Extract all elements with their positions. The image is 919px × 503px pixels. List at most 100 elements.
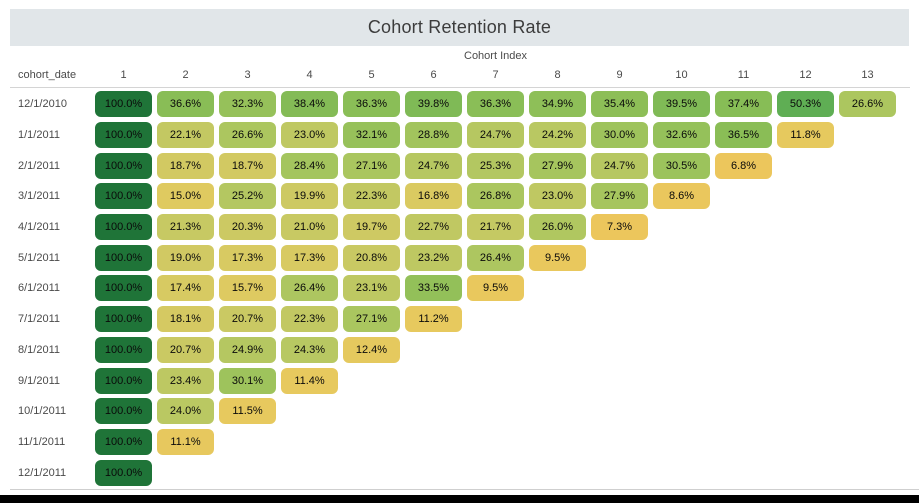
row-label: 12/1/2011 [18,466,67,479]
heatmap-cell[interactable]: 100.0% [95,244,152,271]
heatmap-cell[interactable]: 16.8% [405,183,462,210]
heatmap-cell[interactable]: 27.9% [529,152,586,179]
heatmap-cell[interactable]: 12.4% [343,336,400,363]
heatmap-cell[interactable]: 37.4% [715,91,772,118]
heatmap-cell[interactable]: 9.5% [467,275,524,302]
footer-divider [10,489,919,490]
heatmap-cell[interactable]: 26.0% [529,214,586,241]
heatmap-cell[interactable]: 24.7% [591,152,648,179]
table-row: 11/1/2011 100.0% 11.1% [0,427,919,458]
heatmap-cell[interactable]: 7.3% [591,214,648,241]
heatmap-cell[interactable]: 28.8% [405,122,462,149]
heatmap-cell[interactable]: 30.5% [653,152,710,179]
heatmap-cell[interactable]: 38.4% [281,91,338,118]
heatmap-cell[interactable]: 24.7% [467,122,524,149]
heatmap-cell[interactable]: 19.7% [343,214,400,241]
heatmap-cell[interactable]: 21.3% [157,214,214,241]
table-row: 6/1/2011 100.0% 17.4% 15.7% 26.4% 23.1% 33.5% 9… [0,273,919,304]
heatmap-cell[interactable]: 26.4% [281,275,338,302]
heatmap-cell[interactable]: 100.0% [95,367,152,394]
heatmap-cell[interactable]: 19.0% [157,244,214,271]
heatmap-cell[interactable]: 26.4% [467,244,524,271]
heatmap-cell[interactable]: 23.0% [281,122,338,149]
heatmap-cell[interactable]: 28.4% [281,152,338,179]
heatmap-cell[interactable]: 15.7% [219,275,276,302]
heatmap-cell[interactable]: 36.6% [157,91,214,118]
heatmap-cell[interactable]: 11.5% [219,398,276,425]
heatmap-cell[interactable]: 100.0% [95,459,152,486]
table-row: 9/1/2011 100.0% 23.4% 30.1% 11.4% [0,365,919,396]
heatmap-cell[interactable]: 20.7% [157,336,214,363]
heatmap-cell[interactable]: 24.3% [281,336,338,363]
heatmap-cell[interactable]: 24.0% [157,398,214,425]
heatmap-cell[interactable]: 21.0% [281,214,338,241]
heatmap-cell[interactable]: 100.0% [95,122,152,149]
heatmap-cell[interactable]: 50.3% [777,91,834,118]
heatmap-cell[interactable]: 22.7% [405,214,462,241]
row-label: 7/1/2011 [18,313,61,326]
heatmap-cell[interactable]: 17.3% [281,244,338,271]
heatmap-cell[interactable]: 22.1% [157,122,214,149]
heatmap-cell[interactable]: 17.3% [219,244,276,271]
heatmap-cell[interactable]: 24.7% [405,152,462,179]
heatmap-cell[interactable]: 32.1% [343,122,400,149]
heatmap-cell[interactable]: 100.0% [95,91,152,118]
heatmap-cell[interactable]: 33.5% [405,275,462,302]
heatmap-cell[interactable]: 36.5% [715,122,772,149]
heatmap-cell[interactable]: 20.7% [219,306,276,333]
heatmap-cell[interactable]: 8.6% [653,183,710,210]
heatmap-cell[interactable]: 11.4% [281,367,338,394]
heatmap-cell[interactable]: 6.8% [715,152,772,179]
heatmap-cell[interactable]: 100.0% [95,398,152,425]
heatmap-cell[interactable]: 100.0% [95,275,152,302]
heatmap-cell[interactable]: 25.3% [467,152,524,179]
heatmap-cell[interactable]: 21.7% [467,214,524,241]
heatmap-cell[interactable]: 18.1% [157,306,214,333]
heatmap-cell[interactable]: 23.4% [157,367,214,394]
heatmap-cell[interactable]: 30.1% [219,367,276,394]
heatmap-cell[interactable]: 36.3% [467,91,524,118]
heatmap-cell[interactable]: 32.6% [653,122,710,149]
heatmap-cell[interactable]: 27.1% [343,306,400,333]
heatmap-cell[interactable]: 26.8% [467,183,524,210]
heatmap-cell[interactable]: 22.3% [281,306,338,333]
heatmap-cell[interactable]: 18.7% [219,152,276,179]
heatmap-cell[interactable]: 39.5% [653,91,710,118]
heatmap-cell[interactable]: 30.0% [591,122,648,149]
heatmap-cell[interactable]: 27.1% [343,152,400,179]
heatmap-cell[interactable]: 100.0% [95,428,152,455]
heatmap-cell[interactable]: 19.9% [281,183,338,210]
heatmap-cell[interactable]: 34.9% [529,91,586,118]
heatmap-cell[interactable]: 11.8% [777,122,834,149]
heatmap-cell[interactable]: 26.6% [219,122,276,149]
heatmap-cell[interactable]: 15.0% [157,183,214,210]
heatmap-cell[interactable]: 100.0% [95,152,152,179]
heatmap-cell[interactable]: 36.3% [343,91,400,118]
heatmap-cell[interactable]: 39.8% [405,91,462,118]
heatmap-cell[interactable]: 17.4% [157,275,214,302]
heatmap-cell[interactable]: 11.2% [405,306,462,333]
heatmap-cell[interactable]: 100.0% [95,183,152,210]
heatmap-cell[interactable]: 100.0% [95,336,152,363]
heatmap-cell[interactable]: 23.2% [405,244,462,271]
column-header-row: cohort_date 1 2 3 4 5 6 7 8 9 10 11 12 13 [0,66,919,83]
heatmap-cell[interactable]: 100.0% [95,306,152,333]
heatmap-cell[interactable]: 23.0% [529,183,586,210]
heatmap-cell[interactable]: 22.3% [343,183,400,210]
heatmap-cell[interactable]: 24.9% [219,336,276,363]
heatmap-cell[interactable]: 32.3% [219,91,276,118]
heatmap-cell[interactable]: 100.0% [95,214,152,241]
heatmap-cell[interactable]: 20.3% [219,214,276,241]
heatmap-cell[interactable]: 25.2% [219,183,276,210]
chart-title: Cohort Retention Rate [367,17,552,37]
heatmap-cell[interactable]: 35.4% [591,91,648,118]
heatmap-cell[interactable]: 11.1% [157,428,214,455]
heatmap-cell[interactable]: 24.2% [529,122,586,149]
row-label: 8/1/2011 [18,343,61,356]
heatmap-cell[interactable]: 23.1% [343,275,400,302]
heatmap-cell[interactable]: 20.8% [343,244,400,271]
heatmap-cell[interactable]: 18.7% [157,152,214,179]
heatmap-cell[interactable]: 9.5% [529,244,586,271]
heatmap-cell[interactable]: 26.6% [839,91,896,118]
heatmap-cell[interactable]: 27.9% [591,183,648,210]
